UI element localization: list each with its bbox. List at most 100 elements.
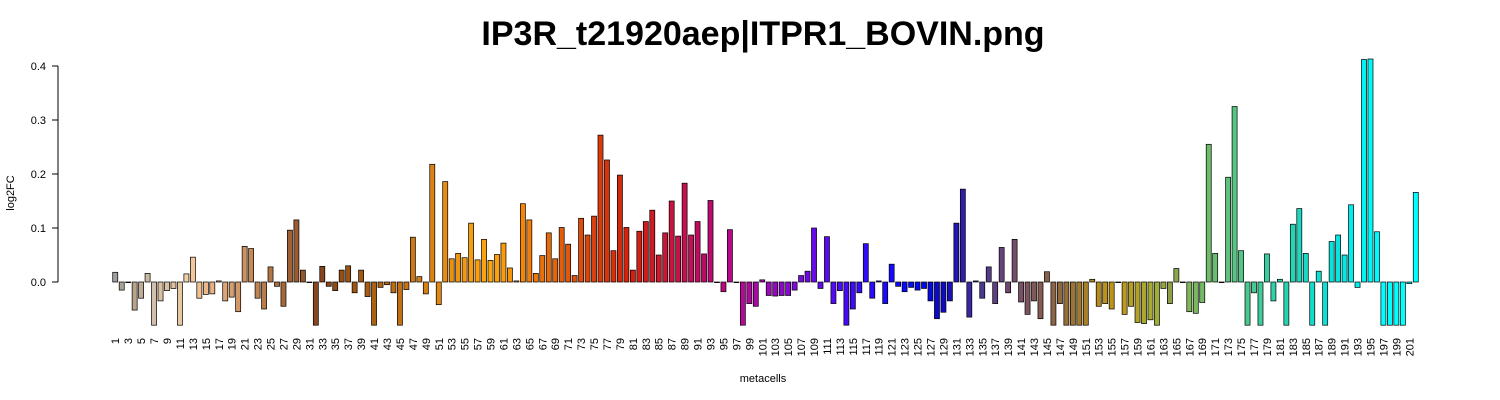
bar (1387, 281, 1393, 326)
bar (882, 281, 889, 304)
bar (1082, 281, 1089, 326)
bar (617, 174, 623, 283)
bar (487, 260, 494, 283)
bar (707, 200, 714, 283)
x-tick-label: 81 (628, 338, 640, 350)
x-tick-label: 49 (421, 338, 433, 350)
bar (1277, 278, 1283, 283)
bar (118, 281, 125, 291)
x-tick-label: 21 (240, 338, 252, 350)
bar (856, 281, 863, 294)
bar (584, 234, 591, 283)
x-tick-label: 155 (1107, 338, 1119, 356)
bar (306, 281, 313, 283)
x-tick-label: 91 (693, 338, 705, 350)
x-tick-label: 39 (356, 338, 368, 350)
y-tick-label: 0.1 (31, 223, 46, 235)
bar (261, 281, 267, 310)
bar (390, 281, 397, 294)
bar (1205, 143, 1212, 283)
x-tick-label: 31 (304, 338, 316, 350)
bar (629, 269, 636, 283)
bar (1121, 281, 1128, 315)
bar (1367, 58, 1374, 283)
x-tick-label: 169 (1197, 338, 1209, 356)
bar (739, 281, 746, 326)
bar (811, 227, 817, 283)
bar (507, 267, 513, 283)
bar (1154, 281, 1160, 326)
bar (416, 276, 423, 283)
bar (1128, 281, 1134, 307)
bar (494, 254, 500, 283)
bar (1289, 223, 1296, 283)
bar (274, 281, 280, 287)
x-tick-label: 53 (447, 338, 459, 350)
bar (125, 281, 132, 283)
bar (1011, 238, 1018, 283)
bar (448, 258, 455, 283)
bar (332, 281, 339, 291)
bar (1199, 281, 1206, 303)
x-tick-label: 99 (744, 338, 756, 350)
x-tick-label: 171 (1210, 338, 1222, 356)
x-tick-label: 131 (951, 338, 963, 356)
bar (642, 221, 649, 283)
bar (992, 281, 999, 304)
bar (1173, 268, 1180, 283)
bar (183, 273, 190, 283)
bar (1192, 281, 1199, 314)
x-tick-label: 125 (913, 338, 925, 356)
bar (202, 281, 209, 295)
x-tick-label: 173 (1223, 338, 1235, 356)
bar (1257, 281, 1264, 326)
x-tick-label: 105 (783, 338, 795, 356)
bar (235, 281, 242, 313)
bar (921, 281, 927, 289)
bar (869, 281, 876, 299)
x-tick-label: 107 (796, 338, 808, 356)
bar (1212, 253, 1219, 283)
x-tick-label: 9 (162, 338, 174, 344)
bar (636, 230, 643, 283)
bar (1147, 281, 1154, 321)
x-tick-label: 151 (1081, 338, 1093, 356)
x-tick-label: 73 (576, 338, 588, 350)
bar (1076, 281, 1083, 326)
x-tick-label: 87 (667, 338, 679, 350)
x-tick-label: 175 (1236, 338, 1248, 356)
bar (131, 281, 138, 311)
bar (500, 242, 507, 283)
x-tick-label: 133 (964, 338, 976, 356)
y-axis: 0.0 0.1 0.2 0.3 0.4 (31, 61, 59, 289)
bar (1354, 281, 1361, 288)
bar (371, 281, 377, 326)
bar (209, 281, 216, 295)
x-tick-label: 103 (770, 338, 782, 356)
x-tick-label: 141 (1016, 338, 1028, 356)
bar (1134, 281, 1141, 323)
bar (966, 281, 973, 318)
bar (468, 222, 474, 283)
bar (1050, 281, 1057, 326)
bar (610, 250, 617, 283)
x-tick-label: 135 (977, 338, 989, 356)
bar (1270, 281, 1277, 302)
bar (215, 280, 222, 283)
bar (558, 227, 565, 283)
bar (241, 246, 248, 283)
bar (1361, 59, 1367, 283)
bar (675, 235, 682, 283)
bar (1302, 253, 1309, 283)
bar (1264, 253, 1270, 283)
bar (338, 269, 345, 283)
x-tick-label: 109 (809, 338, 821, 356)
bar (312, 281, 319, 326)
bar (597, 134, 604, 283)
x-tick-label: 145 (1042, 338, 1054, 356)
bar (733, 281, 740, 283)
bar (1044, 271, 1050, 283)
x-tick-label: 69 (550, 338, 562, 350)
bar (519, 203, 526, 283)
